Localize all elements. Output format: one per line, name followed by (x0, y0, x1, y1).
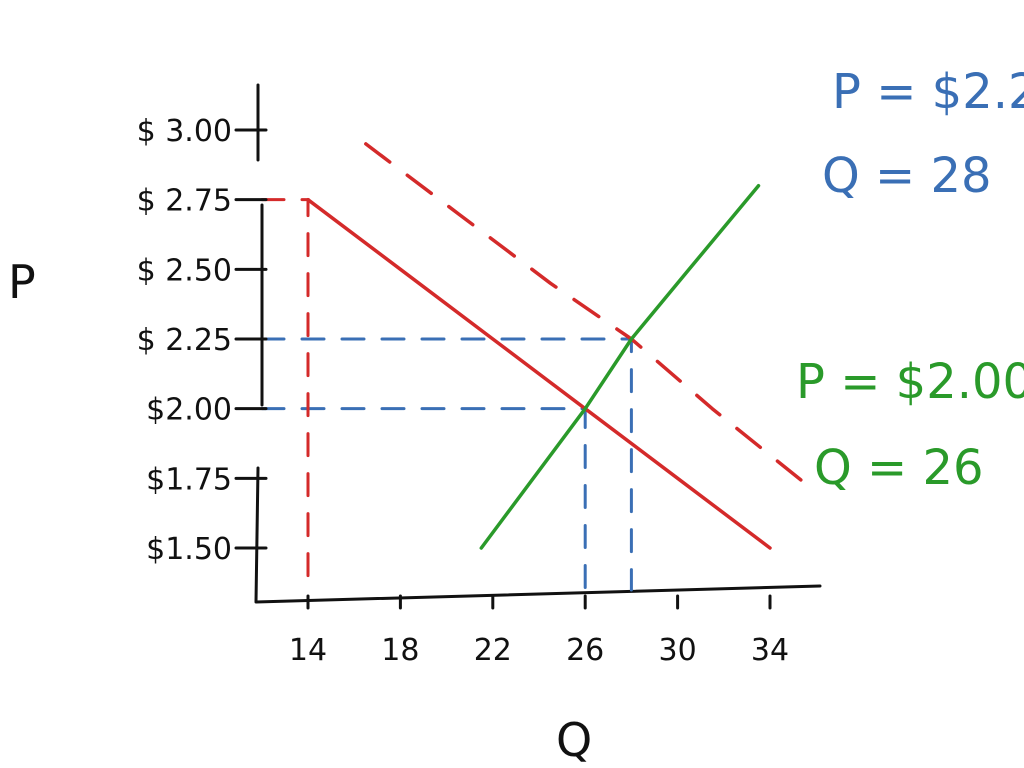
y-axis-title: P (8, 255, 36, 309)
tick-labels: 14 18 22 26 30 34 $ 3.00 $ 2.75 $ 2.50 $ 2.25 $2.0… (137, 114, 790, 668)
x-axis-line (254, 466, 822, 604)
x-axis-title: Q (556, 713, 592, 767)
annotation-blue: P = $2.25 Q = 28 (822, 64, 1024, 204)
y-tick-label-5: $1.75 (146, 462, 232, 497)
y-tick-label-1: $ 2.75 (137, 184, 232, 219)
x-tick-label-1: 18 (381, 633, 419, 668)
annotation-green-quantity: Q = 26 (814, 440, 984, 496)
series-lines (306, 142, 818, 550)
annotation-blue-quantity: Q = 28 (822, 148, 992, 204)
y-tick-label-0: $ 3.00 (137, 114, 232, 149)
demand-line (306, 197, 772, 550)
guide-line-2 (260, 198, 310, 592)
guide-lines (260, 198, 633, 592)
x-tick-label-3: 26 (566, 633, 604, 668)
demand-shifted-line (364, 142, 818, 495)
axes (254, 83, 822, 604)
y-tick-label-2: $ 2.50 (137, 253, 232, 288)
guide-line-1 (260, 407, 587, 592)
guide-line-0 (260, 337, 633, 592)
y-tick-label-4: $2.00 (146, 393, 232, 428)
annotation-blue-price: P = $2.25 (832, 64, 1024, 120)
annotation-green: P = $2.00 Q = 26 (796, 354, 1024, 496)
x-tick-label-4: 30 (659, 633, 697, 668)
x-tick-label-0: 14 (289, 633, 327, 668)
x-tick-label-2: 22 (474, 633, 512, 668)
annotation-green-price: P = $2.00 (796, 354, 1024, 410)
y-tick-label-6: $1.50 (146, 532, 232, 567)
x-tick-label-5: 34 (751, 633, 789, 668)
y-tick-label-3: $ 2.25 (137, 323, 232, 358)
supply-line (479, 183, 761, 550)
